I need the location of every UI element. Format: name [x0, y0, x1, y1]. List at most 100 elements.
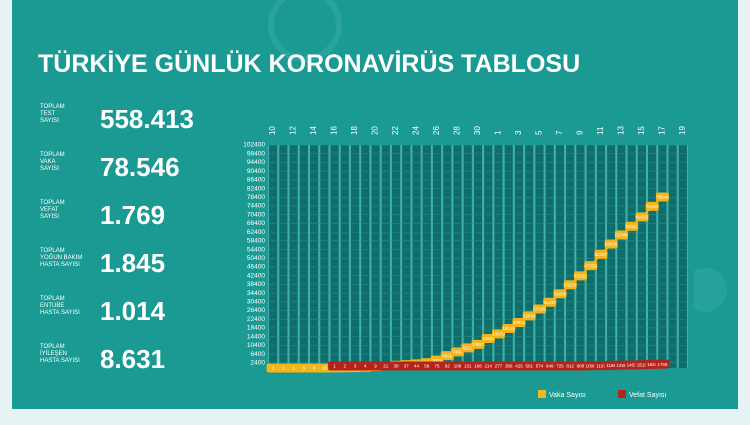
point-label: 30: [394, 364, 400, 369]
point-box: [358, 361, 372, 371]
point-label: 74193: [646, 204, 659, 209]
point-label: 501: [525, 364, 533, 369]
y-tick-label: 86400: [247, 177, 265, 184]
y-tick-label: 10400: [247, 342, 265, 349]
column: [320, 145, 329, 368]
point-label: 92: [445, 364, 451, 369]
legend-label: Vefat Sayısı: [629, 392, 666, 399]
column: [412, 145, 421, 368]
x-tick-label: 20: [371, 126, 380, 135]
point-box: [563, 361, 577, 371]
point-box: [471, 339, 485, 349]
column: [443, 145, 452, 368]
y-tick-label: 14400: [247, 333, 265, 340]
point-label: 4: [364, 364, 367, 369]
point-label: 37: [404, 364, 410, 369]
point-label: 10827: [472, 342, 485, 347]
x-tick-label: 12: [289, 126, 298, 135]
y-tick-label: 34400: [247, 290, 265, 297]
stat-label: HASTA SAYISI: [40, 262, 80, 268]
point-box: [338, 361, 352, 371]
y-tick-label: 62400: [247, 229, 265, 236]
point-box: [655, 192, 669, 202]
point-box: [348, 361, 362, 371]
point-label: 574: [536, 364, 544, 369]
column: [371, 145, 380, 368]
column: [545, 145, 554, 368]
point-box: [614, 360, 628, 370]
x-tick-label: 28: [453, 126, 462, 135]
point-box: [328, 361, 342, 371]
point-label: 277: [495, 364, 503, 369]
point-box: [471, 361, 485, 371]
stat-label: ENTUBE: [40, 303, 64, 309]
stat-label: HASTA SAYISI: [40, 310, 80, 316]
point-box: [307, 363, 321, 373]
column: [269, 145, 278, 368]
y-tick-label: 94400: [247, 159, 265, 166]
point-label: 5: [303, 366, 306, 371]
column: [463, 145, 472, 368]
column: [637, 145, 646, 368]
point-box: [461, 343, 475, 353]
point-label: 23934: [523, 314, 536, 319]
stat-label: TOPLAM: [40, 344, 65, 350]
stat-value: 1.845: [100, 248, 165, 278]
point-box: [645, 201, 659, 211]
point-box: [655, 359, 669, 369]
x-tick-label: 1: [494, 130, 503, 135]
point-label: 34109: [554, 291, 567, 296]
stat-label: VAKA: [40, 159, 56, 165]
stat-label: TOPLAM: [40, 200, 65, 206]
point-box: [584, 261, 598, 271]
point-label: 21: [383, 364, 389, 369]
point-label: 18135: [502, 326, 515, 331]
point-label: 30217: [543, 300, 556, 305]
point-box: [604, 360, 618, 370]
point-label: 3629: [432, 358, 443, 363]
stat-value: 558.413: [100, 104, 194, 134]
point-label: 52167: [595, 252, 608, 257]
point-label: 108: [454, 364, 462, 369]
point-label: 75: [435, 364, 441, 369]
point-label: 78546: [656, 195, 669, 200]
point-label: 15679: [492, 332, 505, 337]
stat-label: TOPLAM: [40, 152, 65, 158]
point-label: 168: [474, 364, 482, 369]
column: [648, 145, 657, 368]
point-box: [410, 361, 424, 371]
point-label: 6: [313, 366, 316, 371]
column: [289, 145, 298, 368]
point-label: 214: [484, 364, 492, 369]
point-label: 47029: [584, 263, 597, 268]
point-box: [584, 361, 598, 371]
y-tick-label: 2400: [251, 359, 266, 366]
point-box: [491, 329, 505, 339]
point-box: [317, 363, 331, 373]
point-box: [512, 317, 526, 327]
legend-swatch: [538, 390, 546, 398]
point-box: [297, 363, 311, 373]
column: [576, 145, 585, 368]
point-box: [532, 304, 546, 314]
point-box: [451, 347, 465, 357]
point-box: [522, 361, 536, 371]
point-label: 725: [556, 364, 564, 369]
point-box: [625, 360, 639, 370]
stat-value: 1.014: [100, 296, 166, 326]
x-tick-label: 10: [268, 126, 277, 135]
point-box: [491, 361, 505, 371]
column: [668, 145, 677, 368]
stat-label: TEST: [40, 111, 56, 117]
stat-value: 8.631: [100, 344, 165, 374]
point-box: [532, 361, 546, 371]
point-box: [635, 360, 649, 370]
x-tick-label: 7: [555, 130, 564, 135]
virus-icon: [268, 0, 342, 62]
point-label: 9: [374, 364, 377, 369]
x-tick-label: 15: [637, 126, 646, 135]
column: [514, 145, 524, 368]
column: [340, 145, 349, 368]
point-box: [543, 297, 557, 307]
column: [350, 145, 360, 368]
